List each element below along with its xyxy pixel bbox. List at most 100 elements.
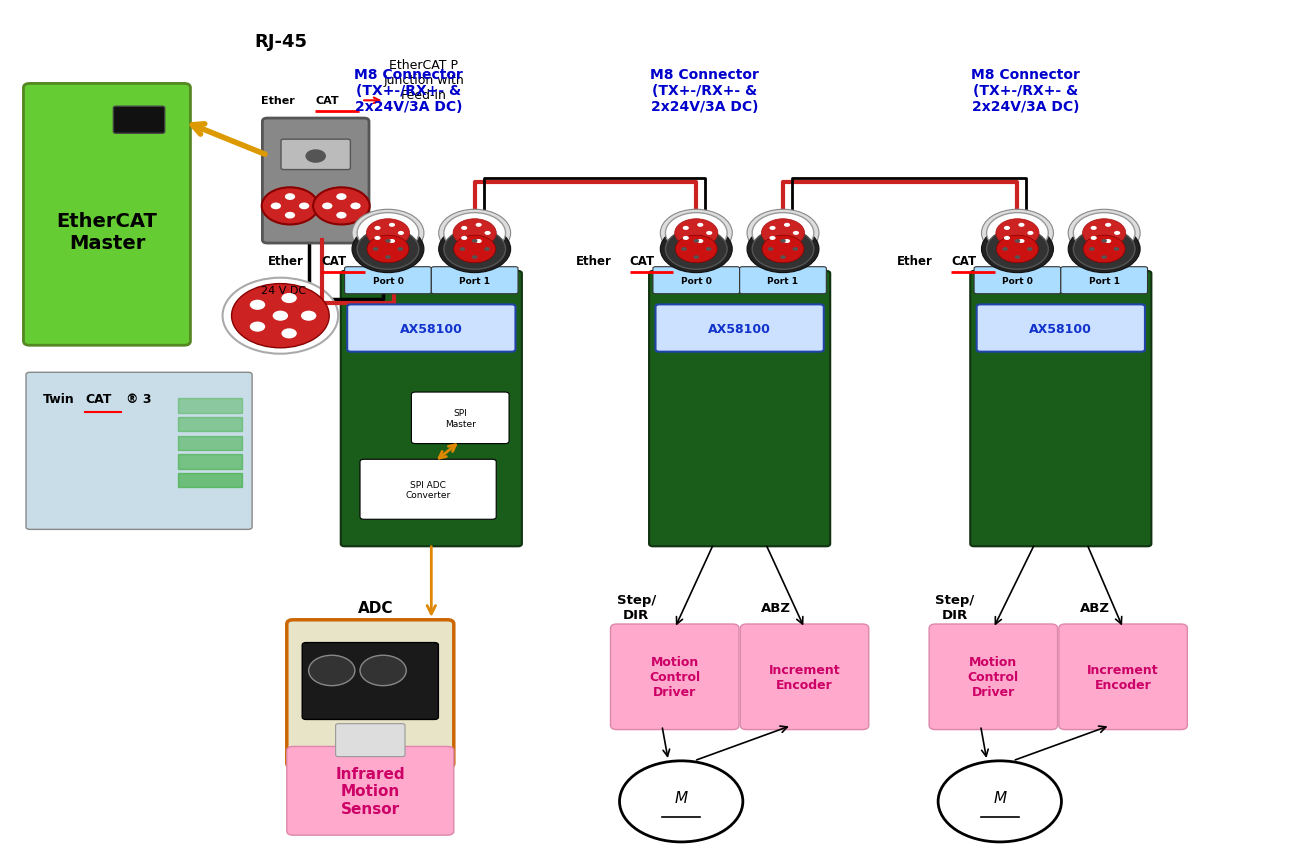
Circle shape <box>1002 248 1007 251</box>
FancyBboxPatch shape <box>1059 625 1187 729</box>
FancyBboxPatch shape <box>287 620 454 768</box>
Circle shape <box>793 232 799 236</box>
Circle shape <box>753 213 813 254</box>
Circle shape <box>462 227 467 231</box>
Circle shape <box>385 256 390 260</box>
Text: AX58100: AX58100 <box>1029 322 1093 335</box>
Circle shape <box>1068 210 1140 257</box>
Text: Step/
DIR: Step/ DIR <box>935 593 975 621</box>
Circle shape <box>996 220 1040 248</box>
Text: CAT: CAT <box>950 255 976 268</box>
Circle shape <box>476 239 482 244</box>
Circle shape <box>485 248 490 251</box>
Text: Port 1: Port 1 <box>1089 276 1120 285</box>
Circle shape <box>389 239 396 244</box>
Circle shape <box>366 220 410 248</box>
Circle shape <box>661 226 732 273</box>
Text: CAT: CAT <box>322 255 347 268</box>
Circle shape <box>683 227 689 231</box>
Circle shape <box>1084 236 1125 263</box>
Circle shape <box>1073 229 1135 270</box>
Text: EtherCAT
Master: EtherCAT Master <box>57 211 158 252</box>
Text: Twin: Twin <box>43 392 75 406</box>
Circle shape <box>997 236 1038 263</box>
Text: P: P <box>396 255 405 268</box>
Text: Port 0: Port 0 <box>1002 276 1033 285</box>
Circle shape <box>336 212 347 219</box>
Text: M: M <box>675 790 688 804</box>
Circle shape <box>780 256 786 260</box>
Text: M8 Connector
(TX+-/RX+- &
2x24V/3A DC): M8 Connector (TX+-/RX+- & 2x24V/3A DC) <box>354 67 463 114</box>
Circle shape <box>284 212 295 219</box>
Circle shape <box>273 311 288 321</box>
Circle shape <box>367 236 409 263</box>
Circle shape <box>784 223 790 227</box>
Text: CAT: CAT <box>630 255 656 268</box>
Text: Motion
Control
Driver: Motion Control Driver <box>649 655 701 699</box>
Circle shape <box>987 213 1049 254</box>
Circle shape <box>261 188 318 225</box>
Circle shape <box>476 223 482 227</box>
Circle shape <box>389 223 396 227</box>
Text: Port 0: Port 0 <box>681 276 711 285</box>
Circle shape <box>1027 248 1033 251</box>
Circle shape <box>753 229 813 270</box>
Circle shape <box>301 311 317 321</box>
Text: 24 V DC: 24 V DC <box>261 286 306 296</box>
FancyBboxPatch shape <box>287 746 454 835</box>
Text: ® 3: ® 3 <box>127 392 151 406</box>
FancyBboxPatch shape <box>411 393 509 444</box>
Circle shape <box>282 329 297 339</box>
Circle shape <box>443 213 506 254</box>
Circle shape <box>675 236 718 263</box>
Circle shape <box>250 322 265 332</box>
Text: P: P <box>1025 255 1034 268</box>
Circle shape <box>270 204 281 210</box>
Circle shape <box>1090 237 1096 240</box>
FancyBboxPatch shape <box>610 625 740 729</box>
Circle shape <box>1028 232 1033 236</box>
Circle shape <box>352 210 424 257</box>
Circle shape <box>336 194 347 201</box>
FancyBboxPatch shape <box>303 642 438 720</box>
Circle shape <box>352 226 424 273</box>
Circle shape <box>375 227 380 231</box>
Circle shape <box>397 248 403 251</box>
FancyBboxPatch shape <box>976 305 1144 352</box>
FancyBboxPatch shape <box>336 724 405 757</box>
Text: M8 Connector
(TX+-/RX+- &
2x24V/3A DC): M8 Connector (TX+-/RX+- & 2x24V/3A DC) <box>971 67 1080 114</box>
Text: Ether: Ether <box>575 255 612 268</box>
Text: Ether: Ether <box>261 96 295 106</box>
Circle shape <box>1115 232 1120 236</box>
Text: M: M <box>993 790 1006 804</box>
FancyBboxPatch shape <box>23 84 190 346</box>
FancyBboxPatch shape <box>970 272 1151 547</box>
Circle shape <box>747 210 818 257</box>
Circle shape <box>357 229 419 270</box>
Text: P: P <box>705 255 712 268</box>
Circle shape <box>1090 227 1096 231</box>
FancyBboxPatch shape <box>341 272 522 547</box>
Circle shape <box>762 220 804 248</box>
Circle shape <box>350 204 361 210</box>
FancyBboxPatch shape <box>262 119 369 244</box>
Circle shape <box>305 150 326 164</box>
Circle shape <box>1003 227 1010 231</box>
Circle shape <box>250 301 265 310</box>
FancyBboxPatch shape <box>114 107 164 134</box>
Circle shape <box>1019 223 1024 227</box>
Circle shape <box>375 237 380 240</box>
Circle shape <box>284 194 295 201</box>
Circle shape <box>313 188 370 225</box>
FancyBboxPatch shape <box>741 625 869 729</box>
Circle shape <box>462 237 467 240</box>
Circle shape <box>453 220 497 248</box>
Circle shape <box>1082 220 1126 248</box>
Text: Infrared
Motion
Sensor: Infrared Motion Sensor <box>335 766 405 815</box>
Text: SPI ADC
Converter: SPI ADC Converter <box>406 480 451 499</box>
FancyBboxPatch shape <box>432 268 518 295</box>
Circle shape <box>693 239 700 244</box>
Circle shape <box>1102 256 1107 260</box>
Text: Port 0: Port 0 <box>372 276 403 285</box>
Text: Port 1: Port 1 <box>459 276 490 285</box>
